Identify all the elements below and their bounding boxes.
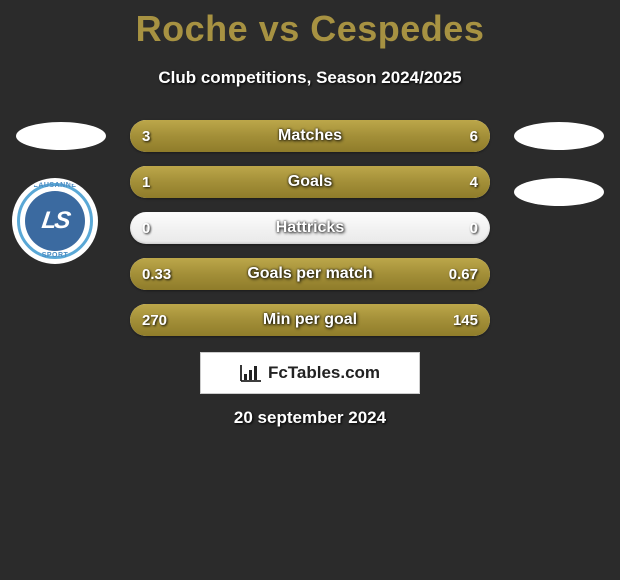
attribution-text: FcTables.com	[268, 363, 380, 383]
player1-club-badge: LAUSANNE LS SPORT	[14, 180, 96, 262]
player2-club-badge-placeholder	[514, 178, 604, 206]
stat-label: Goals	[130, 166, 490, 198]
badge-initials: LS	[40, 207, 71, 235]
stat-label: Matches	[130, 120, 490, 152]
chart-icon	[240, 364, 262, 382]
stat-right-value: 0	[458, 212, 490, 244]
player2-avatar-placeholder	[514, 122, 604, 150]
badge-top-text: LAUSANNE	[14, 182, 96, 189]
stat-row: Matches3 6	[130, 120, 490, 152]
player1-avatar-placeholder	[16, 122, 106, 150]
stat-left-value: 3	[130, 120, 162, 152]
stat-left-value: 1	[130, 166, 162, 198]
badge-bottom-text: SPORT	[14, 252, 96, 259]
stat-row: Hattricks0 0	[130, 212, 490, 244]
vs-word: vs	[259, 8, 300, 49]
stat-row: Goals1 4	[130, 166, 490, 198]
stat-right-value: 4	[458, 166, 490, 198]
stat-label: Hattricks	[130, 212, 490, 244]
stat-row: Min per goal270 145	[130, 304, 490, 336]
page-title: Roche vs Cespedes	[0, 0, 620, 50]
stat-left-value: 0.33	[130, 258, 183, 290]
stat-left-value: 270	[130, 304, 179, 336]
footer-date: 20 september 2024	[0, 408, 620, 428]
stat-right-value: 145	[441, 304, 490, 336]
attribution-badge[interactable]: FcTables.com	[200, 352, 420, 394]
subtitle: Club competitions, Season 2024/2025	[0, 68, 620, 88]
player2-name: Cespedes	[310, 8, 484, 49]
stat-row: Goals per match0.330.67	[130, 258, 490, 290]
stat-label: Min per goal	[130, 304, 490, 336]
stat-right-value: 6	[458, 120, 490, 152]
stat-left-value: 0	[130, 212, 162, 244]
comparison-bars: Matches36Goals14Hattricks00Goals per mat…	[130, 120, 490, 350]
player1-name: Roche	[136, 8, 249, 49]
stat-right-value: 0.67	[437, 258, 490, 290]
